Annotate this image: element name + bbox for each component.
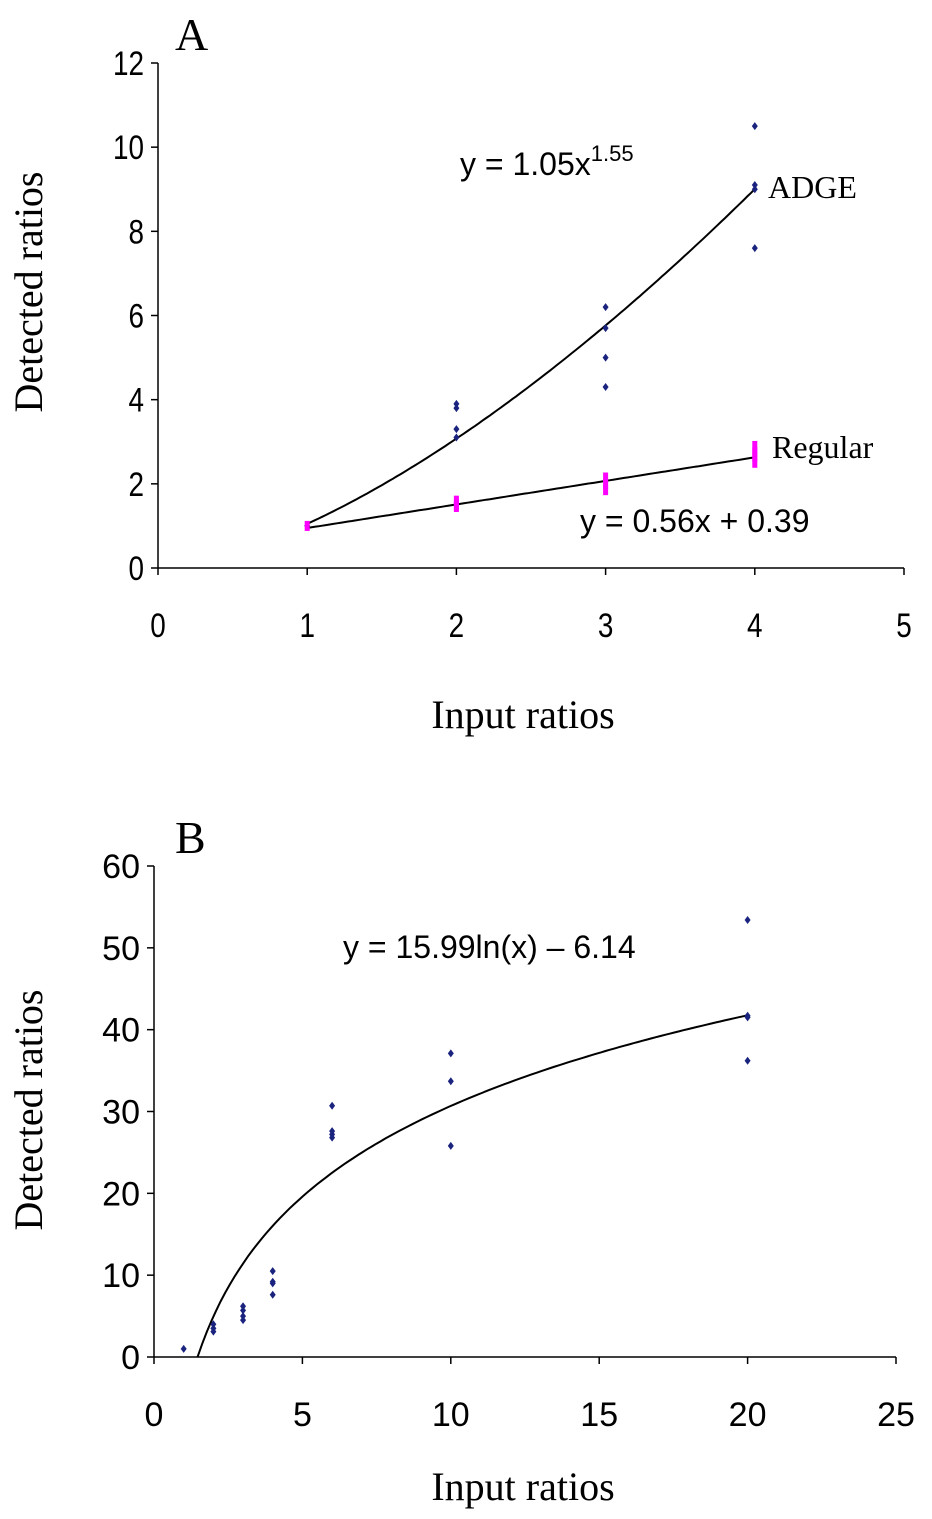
data-point	[603, 485, 609, 496]
data-point	[744, 1011, 751, 1020]
chart-panel-a: A Input ratios Detected ratios 024681012…	[6, 9, 912, 737]
data-point	[269, 1277, 276, 1286]
data-point	[453, 425, 460, 434]
data-point	[453, 404, 460, 413]
y-tick-label: 0	[121, 1339, 140, 1377]
data-point	[304, 520, 310, 531]
y-tick-label: 10	[113, 129, 144, 167]
x-axis-label-a: Input ratios	[431, 692, 614, 737]
data-point	[240, 1306, 247, 1315]
x-tick-label: 20	[729, 1396, 767, 1434]
panel-label-b: B	[175, 812, 206, 863]
y-tick-label: 2	[128, 465, 144, 503]
y-tick-label: 60	[102, 848, 140, 886]
x-tick-label: 10	[432, 1396, 470, 1434]
data-point	[752, 457, 758, 468]
data-point	[240, 1312, 247, 1321]
y-axis-label-b: Detected ratios	[6, 990, 51, 1231]
axes-b: 0 10 20 30 40 50 60 0 5 10 15 20 25	[102, 848, 915, 1434]
series-label-regular: Regular	[772, 429, 874, 465]
y-tick-label: 6	[128, 297, 144, 335]
x-tick-label: 5	[896, 606, 912, 644]
data-point	[210, 1324, 217, 1333]
data-point	[752, 440, 758, 451]
equation-adge: y = 1.05x1.55	[460, 141, 634, 182]
y-tick-label: 30	[102, 1094, 140, 1132]
data-point	[180, 1344, 187, 1353]
data-point	[453, 495, 459, 506]
data-point	[602, 303, 609, 312]
x-tick-label: 0	[145, 1396, 164, 1434]
x-tick-label: 2	[449, 606, 465, 644]
y-tick-label: 4	[128, 381, 144, 419]
panel-label-a: A	[175, 9, 208, 60]
data-point	[269, 1290, 276, 1299]
data-point	[752, 447, 758, 458]
x-axis-label-b: Input ratios	[431, 1464, 614, 1509]
equation-log: y = 15.99ln(x) – 6.14	[343, 929, 636, 965]
y-tick-label: 0	[128, 549, 144, 587]
trendline	[196, 1014, 748, 1358]
data-point	[603, 472, 609, 483]
data-point	[329, 1127, 336, 1136]
data-point	[751, 244, 758, 253]
data-point	[447, 1077, 454, 1086]
equation-adge-base: y = 1.05x	[460, 146, 591, 182]
data-point	[744, 916, 751, 925]
data-point	[447, 1141, 454, 1150]
y-axis-label-a: Detected ratios	[6, 172, 51, 413]
data-point	[751, 185, 758, 194]
y-tick-label: 40	[102, 1012, 140, 1050]
data-point	[240, 1302, 247, 1311]
chart-panel-b: B Input ratios Detected ratios 0 10 20 30 40…	[6, 812, 915, 1509]
y-tick-label: 50	[102, 930, 140, 968]
data-points-a	[304, 122, 758, 531]
x-tick-label: 3	[598, 606, 614, 644]
data-points-b	[180, 916, 751, 1353]
data-point	[447, 1049, 454, 1058]
x-tick-label: 15	[580, 1396, 618, 1434]
x-tick-label: 4	[747, 606, 763, 644]
trendline	[307, 456, 755, 529]
data-point	[453, 433, 460, 442]
equation-regular: y = 0.56x + 0.39	[580, 503, 810, 539]
trendline	[306, 188, 756, 525]
y-tick-label: 8	[128, 213, 144, 251]
data-point	[751, 181, 758, 190]
x-tick-label: 5	[293, 1396, 312, 1434]
y-tick-label: 20	[102, 1175, 140, 1213]
y-tick-label: 10	[102, 1257, 140, 1295]
data-point	[751, 122, 758, 131]
equation-adge-exponent: 1.55	[591, 141, 634, 166]
data-point	[269, 1267, 276, 1276]
x-tick-label: 25	[877, 1396, 915, 1434]
x-tick-label: 1	[299, 606, 315, 644]
fit-lines-a	[306, 188, 756, 529]
data-point	[602, 383, 609, 392]
fit-lines-b	[196, 1014, 748, 1358]
data-point	[602, 324, 609, 333]
x-tick-label: 0	[150, 606, 166, 644]
data-point	[210, 1320, 217, 1329]
data-point	[744, 1056, 751, 1065]
data-point	[603, 478, 609, 489]
data-point	[453, 399, 460, 408]
y-tick-label: 12	[113, 44, 144, 82]
data-point	[240, 1316, 247, 1325]
series-label-adge: ADGE	[768, 169, 857, 205]
data-point	[602, 353, 609, 362]
data-point	[329, 1101, 336, 1110]
